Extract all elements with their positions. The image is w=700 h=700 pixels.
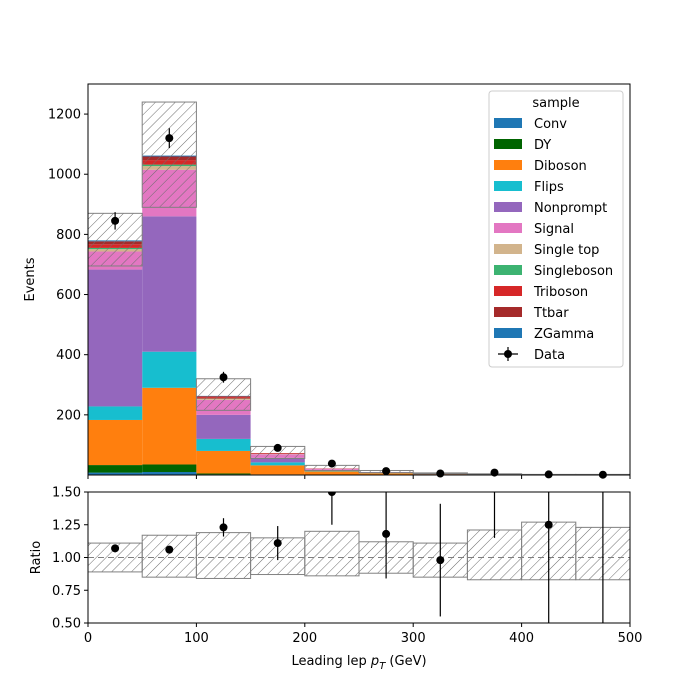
ratio-point — [165, 545, 174, 554]
data-point — [327, 459, 336, 468]
bar-nonprompt — [142, 216, 197, 352]
legend-label: Triboson — [533, 285, 588, 300]
data-points — [111, 128, 607, 479]
y-tick-label: 1000 — [48, 168, 81, 183]
x-tick-label: 300 — [401, 631, 426, 646]
uncertainty-band — [88, 101, 630, 475]
legend-label: Flips — [534, 180, 564, 195]
legend-swatch — [494, 265, 522, 275]
legend-label: ZGamma — [534, 327, 594, 342]
legend-swatch — [494, 286, 522, 296]
legend-label: Single top — [534, 243, 599, 258]
bar-nonprompt — [250, 457, 305, 463]
bar-flips — [88, 406, 143, 420]
ratio-y-tick-label: 1.25 — [52, 518, 81, 533]
x-tick-label: 100 — [184, 631, 209, 646]
bar-flips — [250, 462, 305, 466]
y-tick-label: 800 — [56, 228, 81, 243]
ratio-point — [111, 544, 120, 553]
legend-label: Data — [534, 348, 565, 363]
legend-swatch — [494, 328, 522, 338]
legend-swatch — [494, 181, 522, 191]
legend-label: Nonprompt — [534, 201, 607, 216]
x-tick-label: 500 — [618, 631, 643, 646]
data-point — [382, 467, 391, 476]
ratio-x-ticks: 0 100 200 300 400 500 — [84, 623, 643, 646]
ratio-y-tick-label: 1.00 — [52, 551, 81, 566]
bar-dy — [142, 464, 197, 472]
ratio-y-tick-label: 0.75 — [52, 584, 81, 599]
bar-dy — [196, 473, 251, 475]
ratio-band-bin — [466, 529, 523, 581]
bar-nonprompt — [196, 414, 251, 439]
legend-swatch — [494, 139, 522, 149]
data-point — [165, 134, 174, 143]
ratio-point — [544, 520, 553, 529]
ratio-band-bin — [304, 530, 360, 577]
legend-box — [488, 90, 624, 368]
data-point — [544, 470, 553, 479]
x-tick-label: 200 — [292, 631, 317, 646]
legend-label: Ttbar — [533, 306, 569, 321]
legend-label: Diboson — [534, 159, 587, 174]
bar-flips — [304, 470, 359, 472]
ratio-point — [219, 523, 228, 532]
ratio-y-axis-label: Ratio — [29, 541, 44, 574]
x-axis-label: Leading lep pT (GeV) — [291, 654, 426, 672]
legend-label: DY — [534, 138, 551, 153]
ratio-y-ticks: 0.50 0.75 1.00 1.25 1.50 — [52, 486, 88, 632]
main-axes-frame — [87, 83, 631, 476]
bar-diboson — [250, 465, 305, 475]
bar-diboson — [142, 387, 197, 465]
data-point — [273, 443, 282, 452]
bar-nonprompt — [88, 269, 143, 407]
ratio-point — [382, 529, 391, 538]
main-y-ticks: 200 400 600 800 1000 1200 — [48, 108, 88, 423]
main-y-axis-label: Events — [23, 257, 38, 301]
bar-flips — [142, 351, 197, 388]
ratio-point — [273, 539, 282, 548]
y-tick-label: 400 — [56, 348, 81, 363]
bar-diboson — [196, 450, 251, 474]
ratio-y-tick-label: 1.50 — [52, 486, 81, 501]
bar-conv — [88, 472, 143, 475]
y-tick-label: 600 — [56, 288, 81, 303]
legend-label: Singleboson — [534, 264, 613, 279]
bar-flips — [196, 438, 251, 451]
bar-conv — [142, 471, 197, 475]
legend-swatch — [494, 223, 522, 233]
legend-title: sample — [532, 96, 579, 111]
legend-label: Conv — [534, 117, 567, 132]
legend-swatch — [494, 160, 522, 170]
bar-dy — [88, 465, 143, 473]
x-tick-label: 400 — [509, 631, 534, 646]
main-x-ticks — [87, 475, 631, 479]
legend-swatch — [494, 202, 522, 212]
y-tick-label: 200 — [56, 408, 81, 423]
ratio-y-tick-label: 0.50 — [52, 617, 81, 632]
y-tick-label: 1200 — [48, 108, 81, 123]
bar-diboson — [88, 419, 143, 466]
uncertainty-bin — [195, 378, 252, 411]
legend-label: Signal — [534, 222, 574, 237]
main-panel: 200 400 600 800 1000 1200 Events — [23, 83, 631, 479]
data-point — [436, 469, 445, 478]
ratio-band-bin — [195, 532, 252, 579]
legend-swatch — [494, 307, 522, 317]
ratio-point — [436, 556, 445, 565]
data-point — [219, 373, 228, 382]
legend-swatch — [494, 118, 522, 128]
ratio-band-bin — [141, 534, 197, 578]
data-point — [111, 216, 120, 225]
uncertainty-bin — [141, 101, 197, 208]
ratio-points — [111, 492, 604, 623]
x-tick-label: 0 — [84, 631, 92, 646]
legend-swatch — [494, 244, 522, 254]
bar-diboson — [304, 471, 359, 475]
legend-data-marker — [504, 350, 512, 358]
ratio-panel: 0.50 0.75 1.00 1.25 1.50 0 100 200 300 400 500 Ra… — [29, 486, 643, 673]
ratio-point — [327, 492, 336, 496]
legend: sample Conv DY Diboson Flips Nonprompt Signal… — [488, 90, 624, 368]
